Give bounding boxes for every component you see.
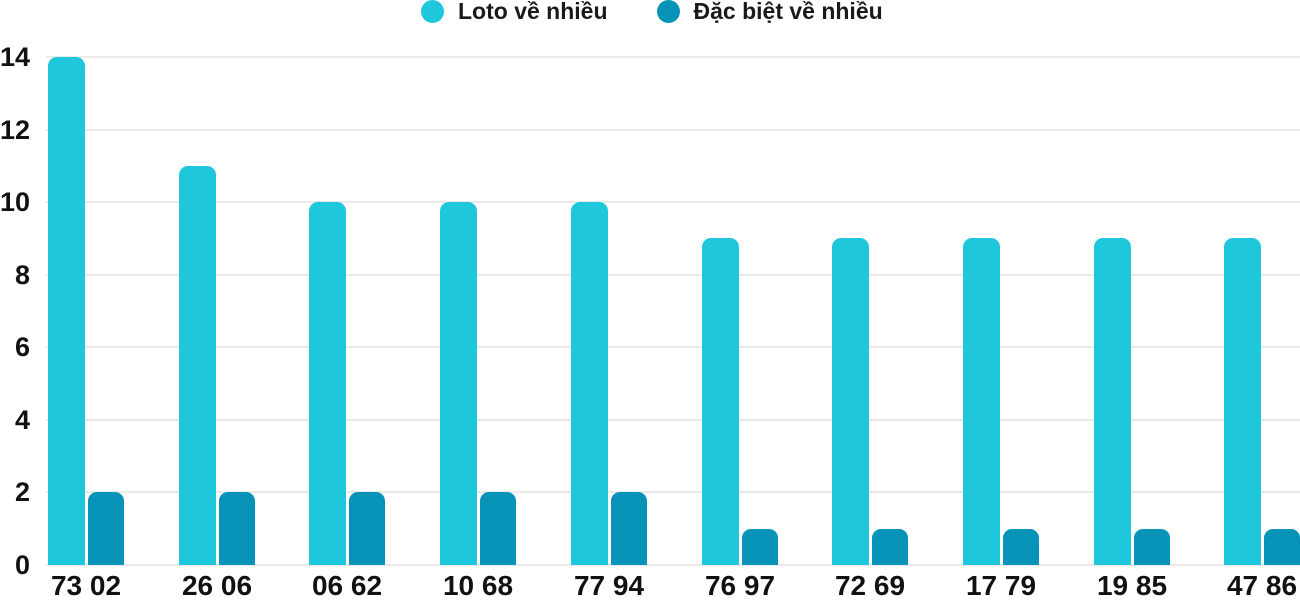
bar-loto-ve-nhieu[interactable] <box>963 238 1000 565</box>
y-axis-tick-label: 4 <box>14 404 30 435</box>
bar-loto-ve-nhieu[interactable] <box>1094 238 1131 565</box>
bar-loto-ve-nhieu[interactable] <box>832 238 869 565</box>
bar-dac-biet-ve-nhieu[interactable] <box>349 492 385 565</box>
gridline <box>46 201 1300 204</box>
y-axis-tick-label: 14 <box>0 41 31 72</box>
y-axis-tick-label: 8 <box>14 259 30 290</box>
x-axis-category-label: 73 02 <box>50 570 122 600</box>
bar-dac-biet-ve-nhieu[interactable] <box>611 492 647 565</box>
bar-dac-biet-ve-nhieu[interactable] <box>1264 529 1300 565</box>
x-axis-category-label: 17 79 <box>965 570 1037 600</box>
gridline <box>46 273 1300 276</box>
bar-dac-biet-ve-nhieu[interactable] <box>480 492 516 565</box>
y-axis-tick-label: 2 <box>14 477 30 508</box>
x-axis-category-label: 72 69 <box>834 570 906 600</box>
x-axis-category-label: 47 86 <box>1226 570 1298 600</box>
gridline <box>46 128 1300 131</box>
gridline <box>46 346 1300 349</box>
bar-dac-biet-ve-nhieu[interactable] <box>1134 529 1170 565</box>
bar-loto-ve-nhieu[interactable] <box>179 166 216 565</box>
y-axis-tick-label: 10 <box>0 187 31 218</box>
legend-label-dac-biet: Đặc biệt về nhiều <box>693 0 883 24</box>
legend-item-loto[interactable]: Loto về nhiều <box>421 0 608 23</box>
y-axis-tick-label: 0 <box>14 550 30 580</box>
bar-loto-ve-nhieu[interactable] <box>702 238 739 565</box>
x-axis-category-label: 06 62 <box>311 570 383 600</box>
bar-loto-ve-nhieu[interactable] <box>309 202 346 565</box>
bar-dac-biet-ve-nhieu[interactable] <box>742 529 778 565</box>
x-axis-category-label: 19 85 <box>1096 570 1168 600</box>
bar-dac-biet-ve-nhieu[interactable] <box>872 529 908 565</box>
x-axis-category-label: 26 06 <box>181 570 253 600</box>
legend-label-loto: Loto về nhiều <box>458 0 608 24</box>
legend-dot-loto-icon <box>421 0 444 23</box>
bar-loto-ve-nhieu[interactable] <box>1224 238 1261 565</box>
bar-loto-ve-nhieu[interactable] <box>440 202 477 565</box>
bar-loto-ve-nhieu[interactable] <box>571 202 608 565</box>
x-axis-category-label: 76 97 <box>704 570 776 600</box>
bar-dac-biet-ve-nhieu[interactable] <box>219 492 255 565</box>
legend-item-dac-biet[interactable]: Đặc biệt về nhiều <box>656 0 883 24</box>
bar-loto-ve-nhieu[interactable] <box>48 57 85 565</box>
chart-legend: Loto về nhiều Đặc biệt về nhiều <box>421 0 883 23</box>
gridline <box>46 418 1300 421</box>
legend-dot-dac-biet-icon <box>656 0 680 23</box>
gridline <box>46 491 1300 494</box>
x-axis-category-label: 77 94 <box>573 570 645 600</box>
y-axis-tick-label: 12 <box>0 114 31 145</box>
x-axis-category-label: 10 68 <box>442 570 514 600</box>
bar-dac-biet-ve-nhieu[interactable] <box>1003 529 1039 565</box>
gridline <box>46 55 1300 58</box>
gridline <box>46 564 1300 566</box>
y-axis-tick-label: 6 <box>14 332 30 363</box>
bar-dac-biet-ve-nhieu[interactable] <box>88 492 124 565</box>
